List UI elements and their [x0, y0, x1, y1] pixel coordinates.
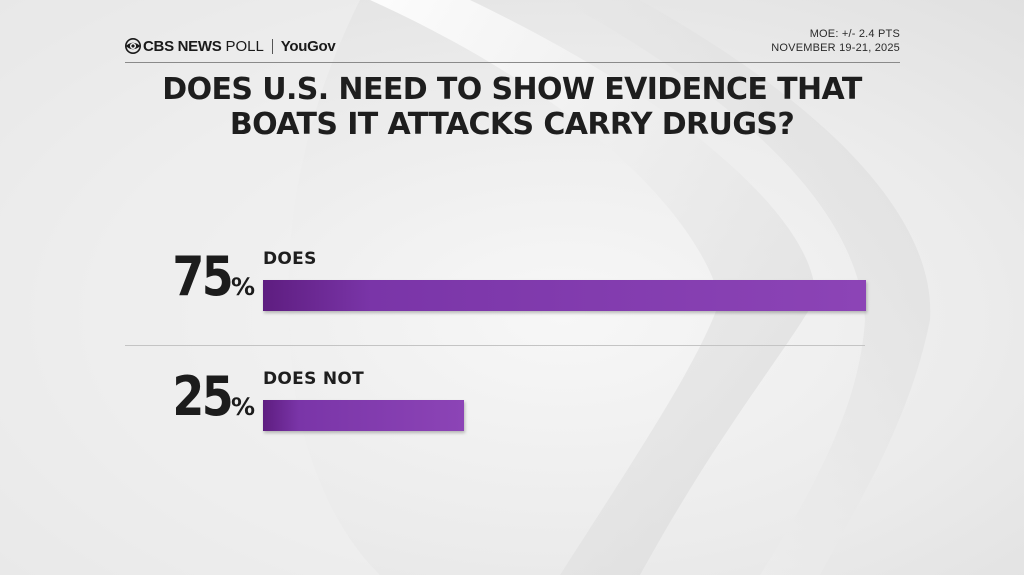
cbs-eye-icon [125, 38, 141, 54]
row-divider [125, 345, 865, 346]
header-rule [125, 62, 900, 63]
chart-title: DOES U.S. NEED TO SHOW EVIDENCE THAT BOA… [100, 72, 924, 142]
poll-meta: MOE: +/- 2.4 PTS NOVEMBER 19-21, 2025 [771, 27, 900, 55]
value-number: 25 [172, 365, 233, 428]
poll-branding: CBS NEWS POLL YouGov [125, 36, 336, 56]
partner-name: YouGov [280, 37, 336, 55]
poll-word: POLL [225, 37, 264, 55]
brand-divider [271, 38, 273, 54]
network-name: CBS NEWS [143, 37, 222, 55]
category-label: DOES [263, 249, 317, 269]
percent-sign: % [230, 273, 255, 301]
value-label: 75% [150, 245, 255, 308]
bar [263, 400, 464, 431]
category-label: DOES NOT [263, 369, 365, 389]
title-line: DOES U.S. NEED TO SHOW EVIDENCE THAT [162, 72, 862, 107]
value-number: 75 [172, 245, 233, 308]
title-line: BOATS IT ATTACKS CARRY DRUGS? [229, 107, 795, 142]
margin-of-error: MOE: +/- 2.4 PTS [809, 28, 900, 40]
percent-sign: % [230, 393, 255, 421]
poll-dates: NOVEMBER 19-21, 2025 [771, 42, 900, 54]
bar [263, 280, 866, 311]
value-label: 25% [150, 365, 255, 428]
